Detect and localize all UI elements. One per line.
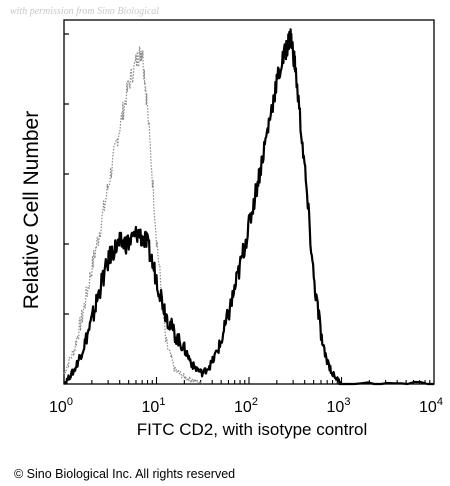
x-tick-label: 101 — [142, 396, 166, 416]
x-axis-label: FITC CD2, with isotype control — [136, 420, 368, 439]
isotype-control-curve — [63, 45, 203, 385]
x-tick-label: 100 — [49, 396, 73, 416]
x-tick-label: 104 — [419, 396, 443, 416]
fitc-cd2-curve — [63, 28, 434, 386]
copyright: © Sino Biological Inc. All rights reserv… — [14, 467, 236, 481]
x-tick-label: 102 — [234, 396, 258, 416]
watermark: with permission from Sino Biological — [10, 6, 160, 17]
y-axis-label: Relative Cell Number — [20, 110, 43, 310]
plot-frame — [63, 19, 435, 385]
x-tick-label: 103 — [327, 396, 351, 416]
